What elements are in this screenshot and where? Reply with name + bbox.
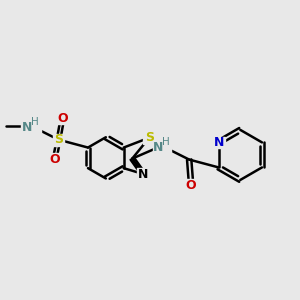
Text: N: N <box>22 122 32 134</box>
Bar <box>153 139 170 153</box>
Text: H: H <box>162 137 170 147</box>
Text: N: N <box>213 136 224 149</box>
Text: O: O <box>57 112 68 124</box>
Bar <box>49 153 61 165</box>
Text: S: S <box>145 131 154 144</box>
Text: S: S <box>54 133 63 146</box>
Text: N: N <box>138 167 148 181</box>
Text: O: O <box>186 178 196 192</box>
Bar <box>137 168 149 180</box>
Bar <box>185 179 197 191</box>
Bar <box>213 136 224 148</box>
Text: N: N <box>153 141 163 154</box>
Bar <box>143 131 156 144</box>
Bar <box>53 134 64 146</box>
Bar <box>57 112 68 124</box>
Text: O: O <box>49 153 60 166</box>
Bar <box>21 119 41 133</box>
Text: H: H <box>31 117 39 127</box>
